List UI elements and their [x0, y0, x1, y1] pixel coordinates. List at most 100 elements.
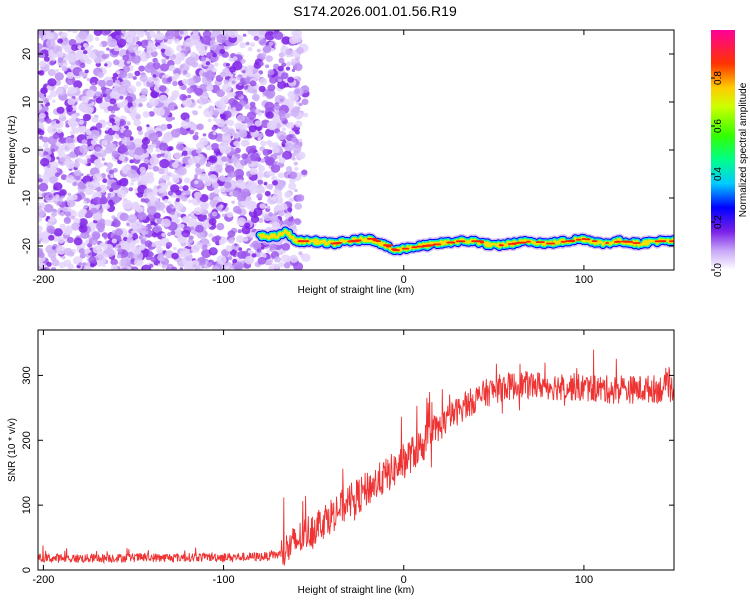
noise-dot: [216, 155, 223, 162]
noise-dot: [195, 162, 201, 168]
snr-panel: -200 -100 0 100 0 100 200 300 Height of straigh…: [7, 329, 675, 596]
noise-dot: [294, 120, 303, 128]
noise-dot: [213, 164, 223, 173]
noise-dot: [182, 163, 186, 167]
noise-dot: [55, 194, 60, 199]
noise-dot: [46, 225, 56, 234]
noise-dot: [73, 237, 83, 246]
noise-dot: [278, 157, 286, 164]
noise-dot: [99, 242, 105, 248]
noise-dot: [56, 128, 63, 134]
noise-dot: [239, 221, 245, 227]
noise-dot: [267, 84, 276, 92]
noise-dot: [291, 69, 296, 72]
noise-dot: [286, 166, 293, 172]
noise-dot: [256, 171, 265, 179]
noise-dot: [124, 151, 129, 156]
noise-dot: [103, 162, 108, 166]
noise-dot: [58, 238, 65, 244]
noise-dot: [146, 43, 157, 53]
noise-dot: [121, 251, 126, 255]
noise-dot: [95, 122, 103, 129]
noise-dot: [75, 118, 80, 122]
noise-dot: [38, 178, 43, 183]
noise-dot: [166, 123, 173, 129]
noise-dot: [94, 91, 101, 97]
noise-dot: [220, 113, 226, 119]
noise-dot: [252, 89, 258, 94]
noise-dot: [232, 107, 237, 111]
noise-dot: [168, 64, 176, 71]
noise-dot: [161, 209, 166, 213]
noise-dot: [266, 139, 272, 146]
noise-dot: [155, 107, 166, 117]
noise-dot: [286, 61, 292, 66]
noise-dot: [175, 198, 180, 202]
noise-dot: [233, 140, 240, 147]
noise-dot: [157, 263, 162, 267]
noise-dot: [186, 87, 194, 94]
noise-dot: [125, 140, 132, 146]
noise-dot: [72, 30, 78, 34]
noise-dot: [240, 81, 245, 85]
noise-dot: [295, 154, 303, 161]
noise-dot: [56, 106, 65, 114]
noise-dot: [75, 112, 80, 117]
noise-dot: [40, 53, 46, 59]
noise-dot: [78, 224, 88, 233]
noise-dot: [136, 30, 145, 35]
noise-dot: [265, 111, 274, 119]
noise-dot: [137, 212, 147, 221]
noise-dot: [291, 136, 298, 143]
noise-dot: [84, 248, 91, 254]
noise-dot: [38, 247, 44, 257]
noise-dot: [296, 194, 305, 202]
noise-dot: [250, 215, 260, 223]
noise-dot: [282, 249, 286, 254]
noise-dot: [245, 195, 252, 202]
noise-dot: [192, 110, 198, 116]
noise-dot: [301, 253, 311, 262]
noise-dot: [301, 169, 308, 176]
noise-dot: [123, 129, 132, 138]
noise-dot: [63, 259, 72, 267]
noise-dot: [53, 228, 63, 237]
noise-dot: [95, 97, 103, 104]
noise-dot: [156, 247, 164, 254]
noise-dot: [142, 111, 150, 118]
colorbar-tick-label: 0.2: [713, 215, 724, 229]
noise-dot: [111, 150, 120, 158]
noise-dot: [218, 175, 226, 182]
noise-dot: [71, 222, 80, 231]
noise-dot: [248, 125, 257, 133]
noise-dot: [232, 258, 238, 264]
noise-dot: [249, 167, 258, 175]
noise-dot: [143, 158, 149, 164]
noise-dot: [264, 101, 275, 111]
noise-dot: [38, 230, 43, 240]
noise-dot: [83, 200, 87, 204]
noise-dot: [181, 150, 188, 156]
noise-dot: [48, 194, 52, 198]
noise-dot: [168, 201, 172, 205]
noise-dot: [281, 127, 286, 131]
noise-dot: [205, 259, 209, 263]
noise-dot: [245, 41, 250, 46]
noise-dot: [88, 256, 97, 264]
noise-dot: [285, 113, 291, 119]
noise-dot: [259, 77, 268, 86]
noise-dot: [202, 133, 207, 137]
noise-dot: [273, 263, 280, 269]
noise-dot: [198, 105, 202, 109]
colorbar-tick-label: 0.6: [713, 119, 724, 133]
noise-dot: [229, 73, 234, 78]
noise-dot: [175, 210, 180, 214]
noise-dot: [118, 155, 125, 161]
noise-dot: [260, 158, 266, 163]
noise-dot: [144, 64, 154, 73]
noise-dot: [51, 259, 60, 267]
noise-dot: [144, 31, 151, 37]
noise-dot: [190, 51, 197, 58]
noise-dot: [91, 101, 95, 105]
